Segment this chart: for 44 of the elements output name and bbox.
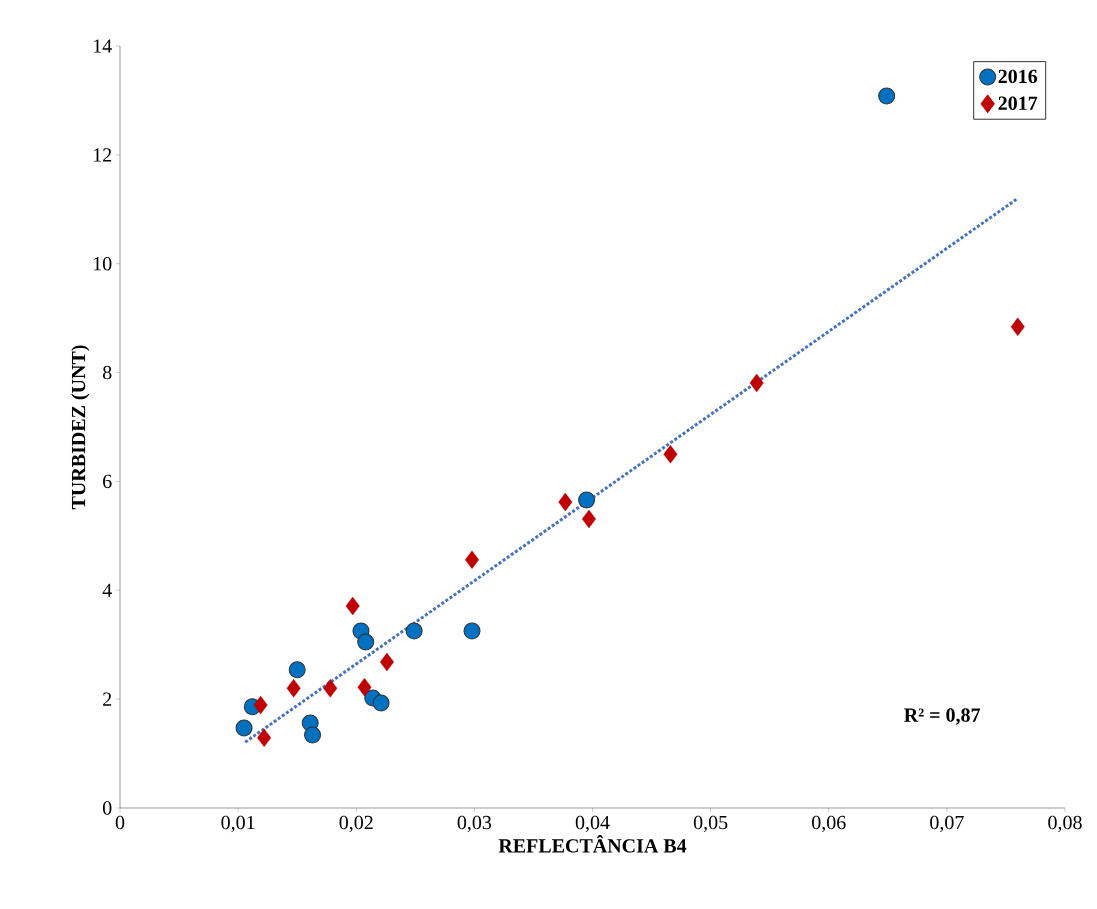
x-tick-label: 0 [115,815,125,830]
point [1010,317,1025,337]
y-tick-label: 10 [93,256,112,271]
y-tick-label: 2 [103,692,112,706]
point [558,492,573,512]
point [749,373,764,393]
y-tick-label: 4 [102,583,112,597]
x-tick-label: 0,02 [339,815,373,833]
legend-label: 2017 [998,96,1038,110]
point [380,652,394,672]
y-tick-label: 0 [102,801,112,815]
legend-label: 2016 [998,69,1038,84]
x-tick-label: 0,05 [693,815,728,833]
x-tick-label: 0,04 [575,815,610,833]
y-tick-label: 8 [102,365,112,380]
point [304,726,322,744]
y-tick-label: 6 [103,474,112,489]
point [663,445,678,464]
x-axis-title: REFLECTÂNCIA B4 [498,835,687,853]
point [345,596,360,616]
point [286,679,301,698]
point [253,695,268,715]
point [357,633,375,651]
point [323,679,338,698]
point [463,622,481,640]
point [235,719,253,737]
point [405,622,423,640]
point [465,550,479,569]
x-tick-label: 0,03 [457,815,492,833]
y-tick-label: 12 [93,148,112,162]
x-tick-label: 0,08 [1048,815,1082,833]
annotation: R² = 0,87 [904,708,981,725]
x-tick-label: 0,07 [930,815,964,833]
point [288,661,306,679]
point [357,677,372,697]
y-axis-title: TURBIDEZ (UNT) [71,345,90,510]
point [582,509,596,529]
point [578,491,596,509]
x-tick-label: 0,06 [812,815,846,833]
y-tick-label: 14 [93,39,112,53]
point [372,694,390,712]
x-tick-label: 0,01 [221,815,255,833]
point [257,728,272,747]
point [878,87,896,105]
